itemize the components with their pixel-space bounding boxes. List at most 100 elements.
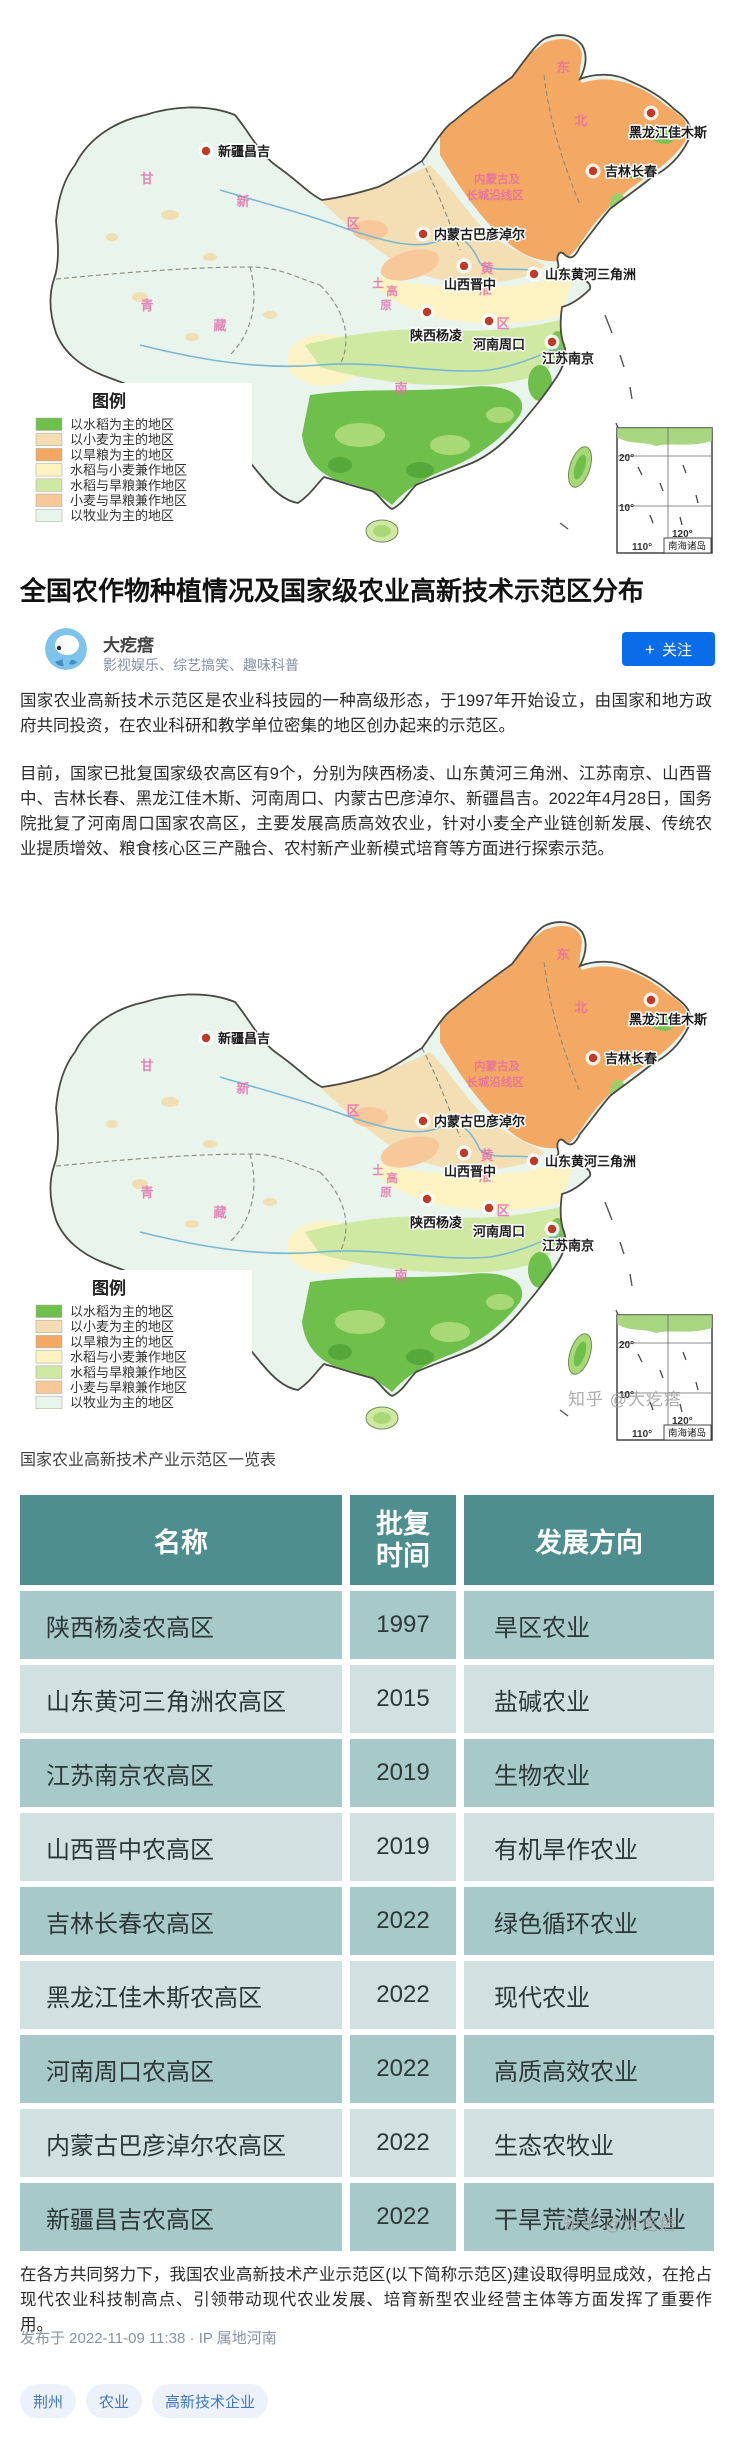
crop-distribution-map-2: 东北甘新区青藏内蒙古及 长城沿线区黄淮区土高原南 新疆昌吉 黑龙江佳木斯 吉林长春 内蒙… [20, 902, 716, 1450]
region-label: 青 [140, 298, 153, 313]
region-label: 内蒙古及 [474, 172, 520, 186]
marker-label: 黑龙江佳木斯 [629, 1012, 707, 1027]
legend-label: 以牧业为主的地区 [70, 1395, 174, 1410]
marker-dot-icon [646, 995, 656, 1005]
follow-label: 关注 [661, 641, 692, 659]
marker-dot-icon [646, 108, 656, 118]
table-cell: 1997 [350, 1591, 456, 1659]
legend-label: 水稻与小麦兼作地区 [70, 1350, 187, 1365]
legend-label: 水稻与旱粮兼作地区 [70, 1365, 187, 1380]
region-label: 区 [496, 316, 509, 331]
legend-label: 以旱粮为主的地区 [70, 1334, 174, 1349]
south-china-sea-inset: 20° 10° 110° 120° 南海诸岛 [616, 1314, 713, 1441]
legend-label: 小麦与旱粮兼作地区 [70, 1380, 187, 1395]
marker-label: 陕西杨凌 [410, 1215, 463, 1230]
legend-swatch [35, 508, 63, 523]
legend-items: 以水稻为主的地区以小麦为主的地区以旱粮为主的地区水稻与小麦兼作地区水稻与旱粮兼作… [35, 417, 187, 523]
marker-dot-icon [459, 261, 469, 271]
marker-label: 陕西杨凌 [410, 328, 463, 343]
region-label: 高 [386, 284, 398, 298]
author-name[interactable]: 大疙瘩 [103, 636, 154, 655]
table-watermark: 知乎 @大疙瘩 [563, 2215, 677, 2234]
legend-label: 小麦与旱粮兼作地区 [70, 493, 187, 508]
author-bio: 影视娱乐、综艺搞笑、趣味科普 [103, 657, 299, 673]
table-cell: 2022 [350, 1887, 456, 1955]
marker-dot-icon [459, 1148, 469, 1158]
follow-button[interactable]: + 关注 [622, 632, 715, 666]
table-cell: 吉林长春农高区 [20, 1887, 342, 1955]
legend-items: 以水稻为主的地区以小麦为主的地区以旱粮为主的地区水稻与小麦兼作地区水稻与旱粮兼作… [35, 1304, 187, 1410]
demo-zone-marker: 江苏南京 [540, 1221, 596, 1255]
legend-label: 水稻与小麦兼作地区 [70, 463, 187, 478]
inset-islands-label: 南海诸岛 [668, 1427, 706, 1439]
marker-label: 江苏南京 [542, 351, 594, 366]
table-cell: 有机旱作农业 [464, 1813, 714, 1881]
table-cell: 现代农业 [464, 1961, 714, 2029]
table-cell: 高质高效农业 [464, 2035, 714, 2103]
map-legend: 图例 以水稻为主的地区以小麦为主的地区以旱粮为主的地区水稻与小麦兼作地区水稻与旱… [24, 383, 252, 533]
marker-dot-icon [201, 1033, 211, 1043]
table-cell: 新疆昌吉农高区 [20, 2183, 342, 2251]
page-title: 全国农作物种植情况及国家级农业高新技术示范区分布 [20, 576, 645, 606]
topic-tag[interactable]: 农业 [86, 2384, 143, 2418]
demo-zone-marker: 河南周口 [471, 1200, 527, 1241]
crop-distribution-map: 东北甘新区青藏内蒙古及 长城沿线区黄淮区土高原南 新疆昌吉 黑龙江佳木斯 吉林长春 内蒙… [20, 15, 716, 563]
paragraph-2: 目前，国家已批复国家级农高区有9个，分别为陕西杨凌、山东黄河三角洲、江苏南京、山… [20, 765, 712, 858]
legend-swatch [35, 1395, 63, 1410]
demo-zone-marker: 山西晋中 [442, 258, 498, 294]
marker-dot-icon [547, 337, 557, 347]
legend-title: 图例 [92, 391, 126, 411]
marker-dot-icon [418, 229, 428, 239]
demo-zone-marker: 新疆昌吉 [198, 143, 272, 161]
legend-label: 以水稻为主的地区 [70, 1304, 174, 1319]
marker-label: 内蒙古巴彦淖尔 [434, 1114, 525, 1129]
legend-label: 以旱粮为主的地区 [70, 447, 174, 462]
map-2-image: 东北甘新区青藏内蒙古及 长城沿线区黄淮区土高原南 新疆昌吉 黑龙江佳木斯 吉林长春 内蒙… [20, 902, 716, 1450]
region-label: 淮 [477, 282, 491, 297]
islands [365, 1201, 633, 1430]
topic-tag[interactable]: 荆州 [20, 2384, 77, 2418]
topic-tag[interactable]: 高新技术企业 [152, 2384, 269, 2418]
legend-swatch [35, 1380, 63, 1394]
marker-dot-icon [529, 269, 539, 279]
plus-icon: + [645, 639, 655, 659]
region-label: 原 [380, 299, 392, 312]
inset-tick-20: 20° [619, 453, 634, 464]
demo-zone-marker: 山东黄河三角洲 [526, 266, 638, 284]
col-header-name: 名称 [20, 1495, 342, 1585]
inset-tick-110: 110° [632, 542, 652, 553]
marker-label: 山东黄河三角洲 [545, 267, 636, 282]
demo-zone-marker: 内蒙古巴彦淖尔 [415, 1113, 527, 1131]
demo-zone-marker: 河南周口 [471, 313, 527, 354]
marker-dot-icon [588, 1053, 598, 1063]
table-cell: 绿色循环农业 [464, 1887, 714, 1955]
inset-tick-120: 120° [672, 1416, 693, 1427]
demo-zone-table: 名称 批复时间 发展方向 陕西杨凌农高区 1997 旱区农业 山东黄河三角洲农高区 20… [20, 1495, 714, 2251]
marker-label: 河南周口 [473, 1224, 525, 1239]
avatar[interactable] [45, 628, 87, 670]
islands [365, 314, 633, 543]
map-watermark: 知乎 @大疙瘩 [568, 1390, 682, 1409]
inset-islands-label: 南海诸岛 [668, 540, 706, 552]
legend-swatch [35, 478, 63, 492]
region-label: 藏 [213, 318, 226, 333]
table-cell: 2019 [350, 1739, 456, 1807]
table-cell: 江苏南京农高区 [20, 1739, 342, 1807]
legend-swatch [35, 463, 63, 477]
marker-dot-icon [588, 166, 598, 176]
region-label: 原 [380, 1186, 392, 1199]
demo-zone-marker: 黑龙江佳木斯 [627, 992, 709, 1029]
demo-zone-marker: 内蒙古巴彦淖尔 [415, 226, 527, 244]
table-cell: 黑龙江佳木斯农高区 [20, 1961, 342, 2029]
table-cell: 内蒙古巴彦淖尔农高区 [20, 2109, 342, 2177]
inset-tick-110: 110° [632, 1429, 652, 1440]
marker-label: 江苏南京 [542, 1238, 594, 1253]
table-cell: 2022 [350, 2109, 456, 2177]
table-cell: 河南周口农高区 [20, 2035, 342, 2103]
